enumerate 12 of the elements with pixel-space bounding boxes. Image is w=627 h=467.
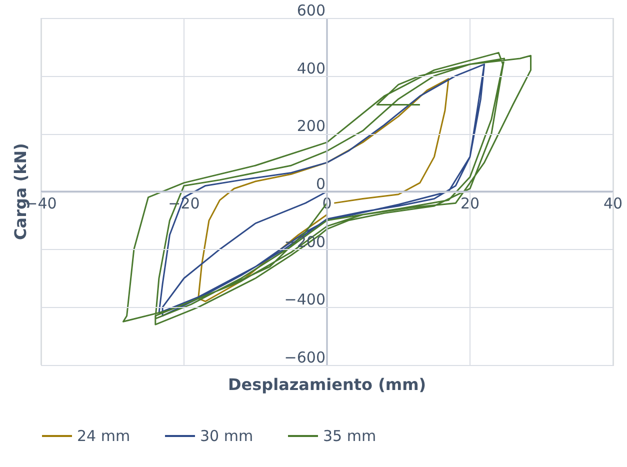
x-tick-label: 20 — [460, 194, 480, 212]
y-tick-label: −600 — [284, 348, 326, 366]
legend-label: 30 mm — [200, 427, 254, 445]
legend-label: 35 mm — [323, 427, 376, 445]
x-axis-title: Desplazamiento (mm) — [228, 375, 426, 394]
y-tick-label: 400 — [296, 59, 326, 78]
y-tick-label: −400 — [284, 290, 326, 309]
y-tick-label: 200 — [296, 117, 326, 136]
x-tick-label: 40 — [603, 194, 623, 212]
legend-label: 24 mm — [77, 427, 130, 445]
y-tick-label: 600 — [296, 2, 326, 20]
y-tick-label: 0 — [316, 175, 326, 193]
